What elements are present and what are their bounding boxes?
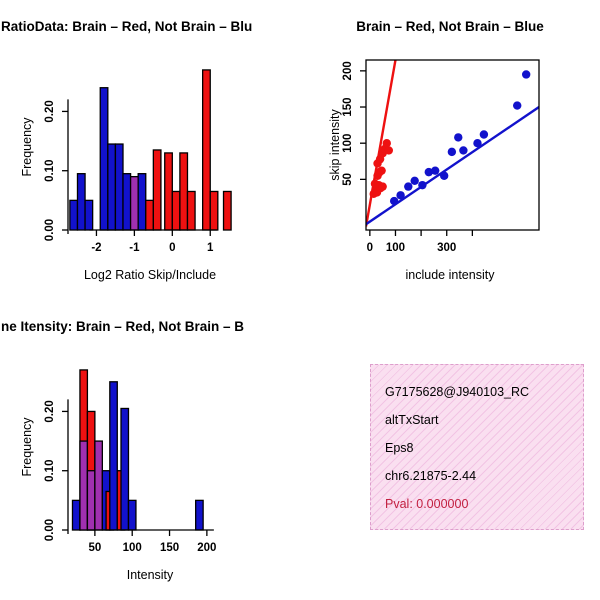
svg-text:0: 0 bbox=[169, 242, 175, 254]
svg-text:0: 0 bbox=[367, 242, 373, 254]
svg-text:1: 1 bbox=[207, 242, 214, 254]
log2-ratio-histogram-plot: -2 -1 0 1 0.00 0.10 0.20 bbox=[44, 69, 232, 254]
svg-text:0.00: 0.00 bbox=[44, 519, 56, 541]
svg-text:0.20: 0.20 bbox=[44, 400, 56, 422]
svg-text:150: 150 bbox=[160, 542, 179, 554]
svg-text:-2: -2 bbox=[91, 242, 101, 254]
panel-intensity-scatter: 0 100 300 50 100 150 200 Brain – Red, Not Brai… bbox=[300, 0, 600, 300]
svg-text:0.20: 0.20 bbox=[44, 100, 56, 122]
intensity-scatter-title: Brain – Red, Not Brain – Blue bbox=[356, 19, 544, 34]
gene-intensity-histogram-title: ne Itensity: Brain – Red, Not Brain – B bbox=[1, 319, 245, 334]
info-line-probe-id: G7175628@J940103_RC bbox=[385, 385, 530, 399]
panel-gene-info: G7175628@J940103_RC altTxStart Eps8 chr6… bbox=[300, 300, 600, 600]
svg-text:0.10: 0.10 bbox=[44, 160, 56, 182]
log2-ratio-histogram-title: RatioData: Brain – Red, Not Brain – Blu bbox=[1, 19, 253, 34]
info-line-pval: Pval: 0.000000 bbox=[385, 497, 469, 511]
svg-text:200: 200 bbox=[197, 542, 216, 554]
svg-text:0.10: 0.10 bbox=[44, 460, 56, 482]
svg-text:100: 100 bbox=[386, 242, 405, 254]
log2-ratio-x-axis-label: Log2 Ratio Skip/Include bbox=[83, 268, 217, 282]
panel-log2-ratio-histogram: -2 -1 0 1 0.00 0.10 0.20 RatioData: Brain – Re… bbox=[0, 0, 300, 300]
svg-text:50: 50 bbox=[342, 173, 354, 186]
gene-info-box: G7175628@J940103_RC altTxStart Eps8 chr6… bbox=[370, 364, 584, 530]
svg-text:0.00: 0.00 bbox=[44, 219, 56, 241]
svg-text:200: 200 bbox=[342, 61, 354, 80]
include-intensity-x-axis-label: include intensity bbox=[405, 268, 495, 282]
svg-text:300: 300 bbox=[437, 242, 456, 254]
gene-intensity-y-axis-label: Frequency bbox=[20, 417, 34, 477]
skip-intensity-y-axis-label: skip intensity bbox=[328, 109, 342, 181]
svg-text:100: 100 bbox=[342, 134, 354, 153]
svg-text:150: 150 bbox=[342, 97, 354, 116]
info-line-event-type: altTxStart bbox=[385, 413, 439, 427]
svg-text:-1: -1 bbox=[129, 242, 140, 254]
info-line-gene-name: Eps8 bbox=[385, 441, 414, 455]
svg-text:100: 100 bbox=[123, 542, 142, 554]
panel-gene-intensity-histogram: 50 100 150 200 0.00 0.10 0.20 ne Itensity: Bra… bbox=[0, 300, 300, 600]
info-line-chromosome-location: chr6.21875-2.44 bbox=[385, 469, 477, 483]
svg-text:50: 50 bbox=[88, 542, 101, 554]
log2-ratio-y-axis-label: Frequency bbox=[20, 117, 34, 177]
gene-intensity-histogram-plot: 50 100 150 200 0.00 0.10 0.20 bbox=[44, 369, 216, 554]
intensity-scatter-plot: 0 100 300 50 100 150 200 bbox=[342, 59, 540, 254]
gene-intensity-x-axis-label: Intensity bbox=[126, 568, 174, 582]
